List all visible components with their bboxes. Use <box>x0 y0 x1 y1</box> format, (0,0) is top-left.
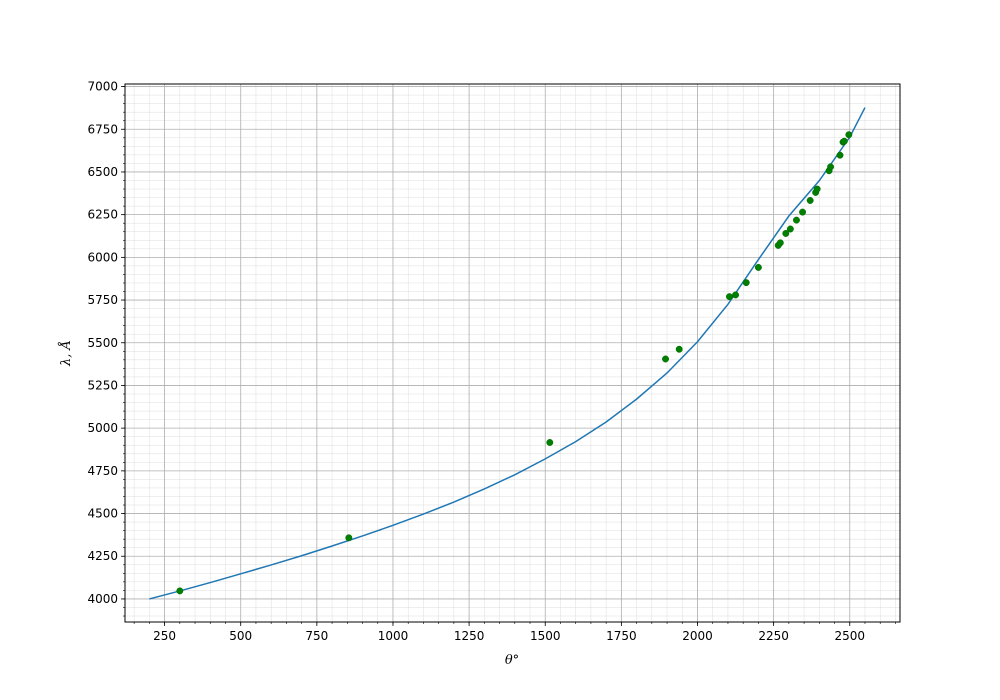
y-tick-label: 6500 <box>87 165 118 179</box>
plot-frame <box>124 83 901 623</box>
y-tick-label: 5000 <box>87 421 118 435</box>
data-point <box>176 587 184 595</box>
data-point <box>754 263 762 271</box>
data-point <box>813 185 821 193</box>
data-point <box>732 291 740 299</box>
x-tick-label: 2000 <box>682 629 713 643</box>
y-tick-label: 5250 <box>87 378 118 392</box>
tick-labels: 250 500 750 1000 1250 1500 1750 2000 2250 2500 400… <box>87 80 865 643</box>
data-point <box>836 151 844 159</box>
data-point <box>827 163 835 171</box>
x-tick-label: 250 <box>153 629 176 643</box>
fit-curve <box>149 107 866 600</box>
y-tick-label: 6000 <box>87 250 118 264</box>
data-point <box>840 137 848 145</box>
y-tick-label: 6250 <box>87 208 118 222</box>
data-point <box>793 216 800 224</box>
data-point <box>345 534 353 542</box>
data-point <box>845 131 853 139</box>
x-tick-label: 2250 <box>758 629 789 643</box>
data-points <box>176 131 853 595</box>
data-point <box>662 355 669 363</box>
y-tick-label: 4750 <box>87 464 118 478</box>
y-tick-label: 4250 <box>87 549 118 563</box>
y-axis-label: λ, Å <box>58 340 74 367</box>
y-tick-label: 7000 <box>87 80 118 94</box>
data-point <box>782 229 790 237</box>
x-tick-label: 2500 <box>834 629 865 643</box>
data-point <box>786 225 794 233</box>
data-point <box>742 279 750 287</box>
x-axis-label: θ° <box>505 653 519 668</box>
data-point <box>799 208 807 216</box>
x-tick-label: 1750 <box>606 629 637 643</box>
y-tick-label: 4000 <box>87 592 118 606</box>
x-tick-label: 500 <box>229 629 252 643</box>
x-tick-label: 1000 <box>378 629 409 643</box>
data-point <box>675 345 683 353</box>
x-tick-label: 1500 <box>530 629 561 643</box>
y-tick-label: 5750 <box>87 293 118 307</box>
y-tick-label: 6750 <box>87 122 118 136</box>
y-tick-label: 5500 <box>87 336 118 350</box>
x-tick-label: 750 <box>305 629 328 643</box>
data-point <box>546 439 554 446</box>
minor-grid <box>125 84 900 622</box>
major-grid <box>125 84 900 622</box>
data-point <box>776 239 784 247</box>
data-point <box>806 197 814 204</box>
y-tick-label: 4500 <box>87 507 118 521</box>
x-tick-label: 1250 <box>454 629 485 643</box>
data-point <box>726 293 733 301</box>
axis-ticks <box>121 86 896 626</box>
